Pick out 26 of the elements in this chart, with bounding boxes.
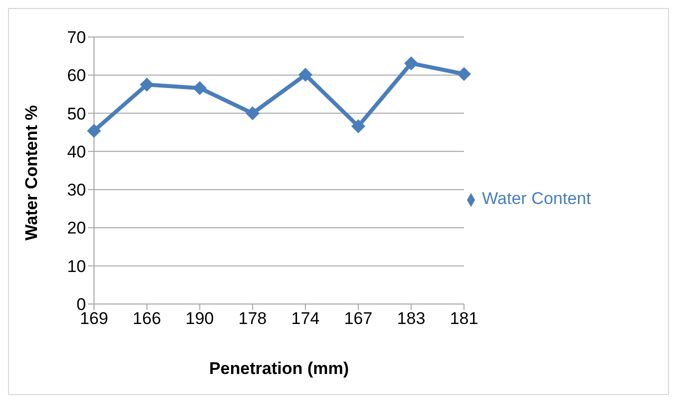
point: [457, 67, 471, 81]
point: [140, 78, 154, 92]
y-tick-label: 50: [67, 104, 86, 124]
y-tick-label: 20: [67, 218, 86, 238]
x-tick-label: 166: [132, 309, 162, 328]
point: [192, 81, 207, 96]
point: [87, 124, 101, 138]
y-axis-title: Water Content %: [22, 105, 42, 240]
x-tick-label: 181: [450, 309, 478, 328]
point: [298, 68, 312, 82]
y-tick-label: 60: [67, 66, 86, 86]
point: [404, 56, 418, 70]
y-tick-label: 30: [67, 180, 86, 200]
x-tick-label: 178: [238, 309, 267, 328]
x-tick-label: 190: [186, 309, 214, 328]
y-tick-label: 10: [67, 256, 86, 276]
x-tick-label: 183: [396, 309, 426, 328]
point: [351, 119, 366, 134]
x-tick-label: 169: [80, 309, 108, 328]
x-tick-label: 167: [344, 309, 372, 328]
point: [246, 106, 260, 120]
x-axis-title: Penetration (mm): [209, 359, 349, 378]
legend-label: Water Content: [482, 189, 591, 208]
y-tick-label: 70: [67, 28, 86, 48]
y-tick-label: 40: [67, 142, 86, 162]
x-tick-label: 174: [291, 309, 320, 328]
